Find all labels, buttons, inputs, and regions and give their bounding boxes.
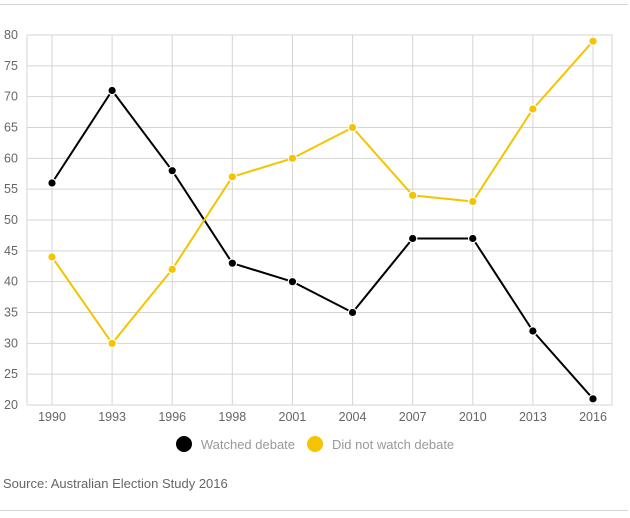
data-point-not-watched-1996 bbox=[167, 264, 178, 275]
x-tick-label-2010: 2010 bbox=[459, 410, 487, 424]
data-point-watched-2013 bbox=[528, 326, 538, 336]
legend-item-watched[interactable]: Watched debate bbox=[175, 436, 296, 452]
y-tick-label-80: 80 bbox=[4, 28, 18, 42]
x-tick-label-2004: 2004 bbox=[339, 410, 367, 424]
data-point-watched-1996 bbox=[167, 165, 178, 176]
data-point-not-watched-2004 bbox=[347, 122, 358, 133]
bottom-rule bbox=[0, 510, 628, 511]
legend-label-watched: Watched debate bbox=[200, 436, 296, 452]
data-point-not-watched-2007 bbox=[407, 190, 418, 201]
data-point-not-watched-2013 bbox=[528, 104, 538, 114]
data-point-watched-2001 bbox=[287, 276, 298, 287]
series-line-watched bbox=[51, 89, 594, 400]
y-tick-label-70: 70 bbox=[4, 90, 18, 104]
x-tick-label-2001: 2001 bbox=[279, 410, 307, 424]
y-tick-label-45: 45 bbox=[4, 244, 18, 258]
x-axis-ticks: 1990 1993 1996 1998 2001 2004 2007 2010 2013 2016 bbox=[38, 410, 607, 424]
x-tick-label-1990: 1990 bbox=[38, 410, 66, 424]
y-tick-label-55: 55 bbox=[4, 182, 18, 196]
data-point-watched-1990 bbox=[47, 178, 57, 188]
data-point-not-watched-1990 bbox=[47, 252, 57, 262]
data-point-not-watched-2001 bbox=[287, 153, 298, 164]
data-point-watched-2004 bbox=[347, 307, 358, 318]
y-tick-label-30: 30 bbox=[4, 336, 18, 350]
data-point-watched-2010 bbox=[467, 233, 478, 244]
data-point-not-watched-1998 bbox=[227, 172, 238, 182]
x-tick-label-1993: 1993 bbox=[98, 410, 126, 424]
legend-marker-watched bbox=[175, 436, 192, 452]
y-tick-label-65: 65 bbox=[4, 121, 18, 135]
y-tick-label-60: 60 bbox=[4, 151, 18, 165]
y-tick-label-20: 20 bbox=[4, 398, 18, 412]
data-point-not-watched-1993 bbox=[107, 338, 117, 349]
legend-label-not-watched: Did not watch debate bbox=[332, 436, 455, 452]
legend-marker-not-watched bbox=[307, 436, 324, 452]
x-tick-label-1998: 1998 bbox=[218, 410, 246, 424]
series-layer bbox=[47, 36, 598, 404]
x-tick-label-1996: 1996 bbox=[158, 410, 186, 424]
legend-item-not-watched[interactable]: Did not watch debate bbox=[307, 436, 454, 452]
data-point-watched-1993 bbox=[107, 85, 117, 96]
data-point-watched-2016 bbox=[588, 394, 598, 404]
data-point-watched-1998 bbox=[227, 258, 238, 268]
y-axis-ticks: 20 25 30 35 40 45 50 55 60 65 70 75 80 bbox=[4, 28, 18, 412]
y-tick-label-40: 40 bbox=[4, 275, 18, 289]
legend: Watched debate Did not watch debate bbox=[0, 436, 630, 452]
y-tick-label-75: 75 bbox=[4, 59, 18, 73]
y-tick-label-35: 35 bbox=[4, 306, 18, 320]
y-tick-label-50: 50 bbox=[4, 213, 18, 227]
x-tick-label-2016: 2016 bbox=[579, 410, 607, 424]
x-tick-label-2013: 2013 bbox=[519, 410, 547, 424]
data-point-not-watched-2010 bbox=[467, 196, 478, 207]
source-note: Source: Australian Election Study 2016 bbox=[3, 476, 228, 491]
series-line-not-watched bbox=[51, 40, 594, 345]
x-tick-label-2007: 2007 bbox=[399, 410, 427, 424]
grid bbox=[26, 34, 613, 406]
data-point-not-watched-2016 bbox=[588, 36, 598, 46]
y-tick-label-25: 25 bbox=[4, 367, 18, 381]
data-point-watched-2007 bbox=[407, 233, 418, 244]
top-rule bbox=[0, 4, 628, 5]
